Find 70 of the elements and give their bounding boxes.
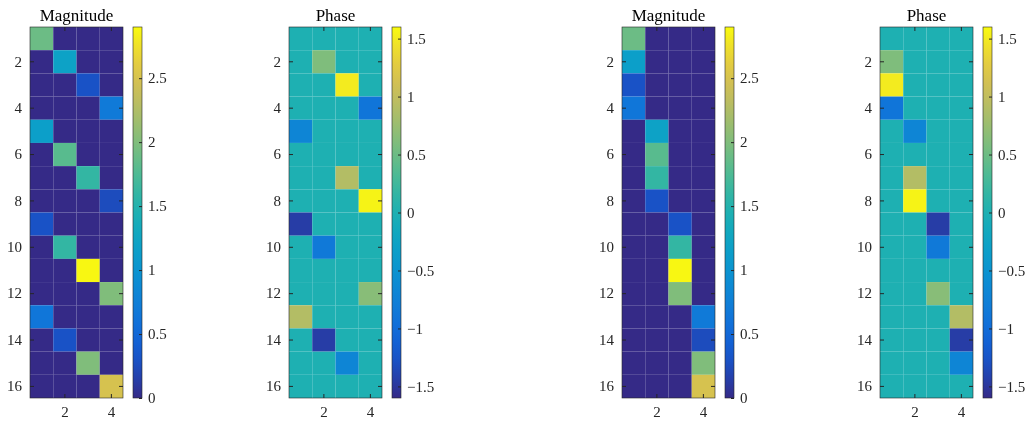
color-bar-label: 2.5 (148, 70, 167, 87)
chart-title: Phase (906, 6, 947, 25)
color-bar-label: 0.5 (998, 146, 1017, 163)
y-tick-label: 16 (857, 378, 873, 395)
y-tick-label: 10 (266, 239, 281, 256)
y-tick-label: 8 (606, 192, 614, 209)
y-tick-label: 4 (606, 99, 615, 116)
y-tick-label: 8 (14, 192, 22, 209)
y-tick-label: 6 (273, 146, 282, 163)
color-bar-label: 0.5 (148, 326, 167, 343)
y-tick-label: 6 (606, 146, 615, 163)
color-bar-label: 2 (740, 134, 748, 151)
color-bar-label: 0 (148, 390, 156, 407)
color-bar-label: 0.5 (407, 146, 426, 163)
y-tick-label: 8 (273, 192, 281, 209)
chart-title: Phase (315, 6, 356, 25)
y-tick-label: 12 (266, 285, 281, 302)
y-tick-label: 14 (857, 331, 873, 348)
color-bar-label: 1.5 (998, 30, 1017, 47)
color-bar-label: −1 (998, 320, 1014, 337)
color-bar-label: −0.5 (998, 262, 1026, 279)
y-tick-label: 14 (7, 331, 23, 348)
y-tick-label: 2 (606, 53, 614, 70)
y-tick-label: 2 (14, 53, 22, 70)
y-tick-label: 6 (864, 146, 873, 163)
y-tick-label: 10 (7, 239, 22, 256)
x-tick-label: 2 (320, 403, 328, 420)
color-bar-label: 1 (998, 88, 1006, 105)
color-bar-label: −0.5 (407, 262, 435, 279)
color-bar-label: 0 (998, 204, 1006, 221)
color-bar-label: −1.5 (998, 378, 1026, 395)
color-bar-label: 2 (148, 134, 156, 151)
color-bar-label: 0 (740, 390, 748, 407)
y-tick-label: 12 (857, 285, 872, 302)
color-bar-label: 0 (407, 204, 415, 221)
color-bar-label: 1 (740, 262, 748, 279)
y-tick-label: 2 (273, 53, 281, 70)
chart-title: Magnitude (39, 6, 114, 25)
x-tick-label: 2 (653, 403, 661, 420)
color-bar-label: 1 (148, 262, 156, 279)
x-tick-label: 2 (911, 403, 919, 420)
y-tick-label: 6 (14, 146, 23, 163)
color-bar-label: 1.5 (407, 30, 426, 47)
y-tick-label: 4 (864, 99, 873, 116)
y-tick-label: 4 (14, 99, 23, 116)
color-bar-label: 1 (407, 88, 415, 105)
x-tick-label: 4 (699, 403, 708, 420)
y-tick-label: 10 (599, 239, 614, 256)
y-tick-label: 4 (273, 99, 282, 116)
chart-title: Magnitude (631, 6, 706, 25)
color-bar-label: 2.5 (740, 70, 759, 87)
x-tick-label: 4 (366, 403, 375, 420)
y-tick-label: 12 (599, 285, 614, 302)
color-bar-label: 1.5 (148, 198, 167, 215)
color-bar-label: 1.5 (740, 198, 759, 215)
color-bar-label: −1 (407, 320, 423, 337)
x-tick-label: 4 (957, 403, 966, 420)
y-tick-label: 10 (857, 239, 872, 256)
x-tick-label: 2 (61, 403, 69, 420)
y-tick-label: 14 (266, 331, 282, 348)
x-tick-label: 4 (107, 403, 116, 420)
y-tick-label: 2 (864, 53, 872, 70)
color-bar-label: 0.5 (740, 326, 759, 343)
y-tick-label: 16 (599, 378, 615, 395)
y-tick-label: 14 (599, 331, 615, 348)
y-tick-label: 16 (266, 378, 282, 395)
y-tick-label: 16 (7, 378, 23, 395)
y-tick-label: 12 (7, 285, 22, 302)
y-tick-label: 8 (864, 192, 872, 209)
color-bar-label: −1.5 (407, 378, 435, 395)
